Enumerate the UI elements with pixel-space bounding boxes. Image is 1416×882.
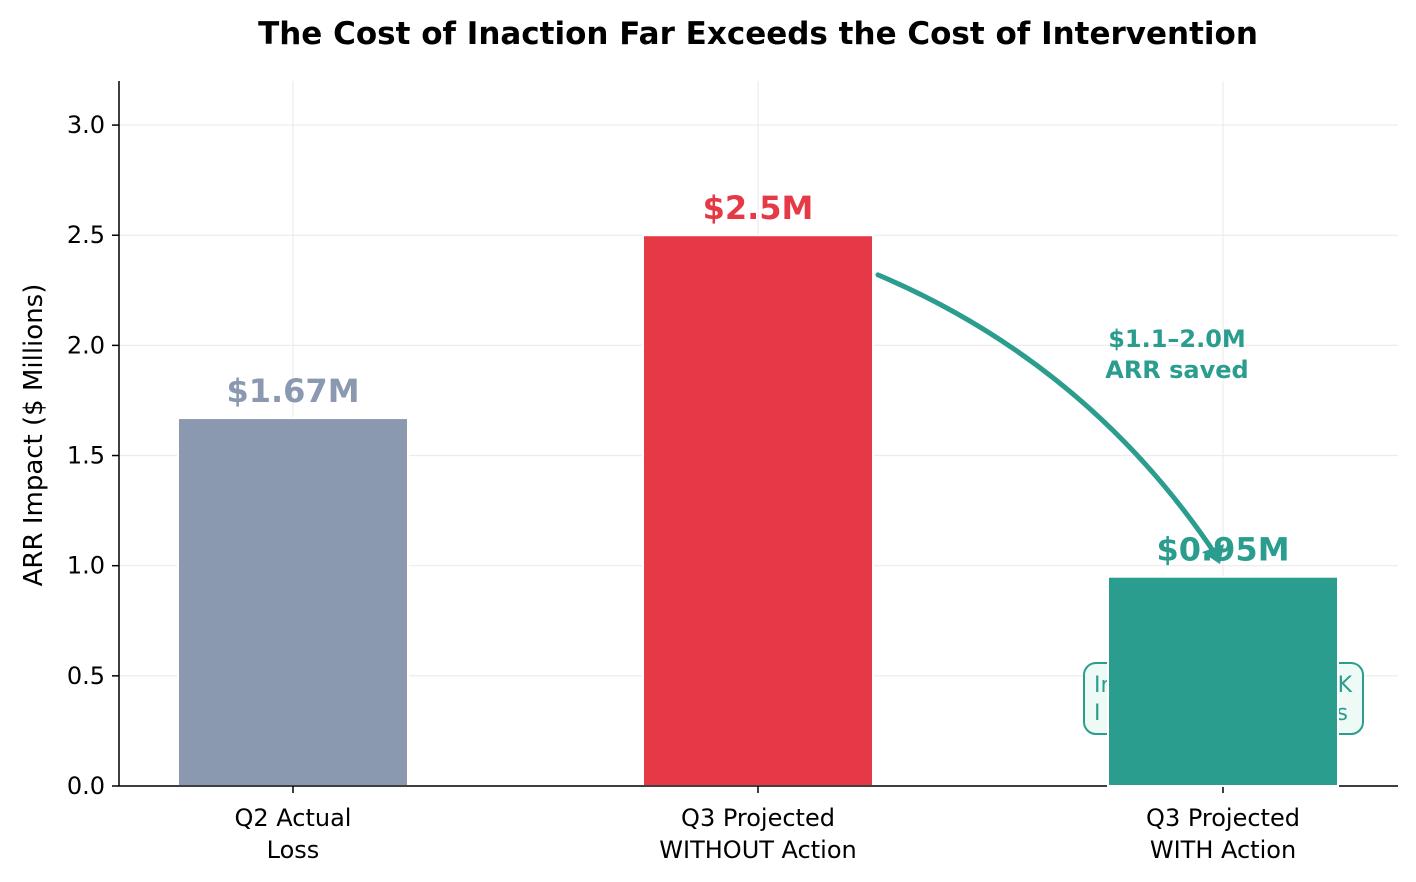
axes: 0.0 0.5 1.0 1.5 2.0 2.5 3.0 Q2 Actual Loss Q3 Pro… bbox=[67, 81, 1398, 864]
bar bbox=[177, 417, 409, 787]
value-label: $0.95M bbox=[1156, 531, 1289, 569]
x-tick-label: Q3 Projected bbox=[681, 804, 835, 832]
y-tick-label: 1.0 bbox=[67, 552, 105, 580]
arrow-path bbox=[875, 272, 1221, 561]
overlay-box: In KI s bbox=[1083, 575, 1364, 787]
y-tick-label: 3.0 bbox=[67, 111, 105, 139]
x-tick-label: Q2 Actual bbox=[235, 804, 352, 832]
value-label: $2.5M bbox=[703, 189, 814, 227]
x-tick-label: WITH Action bbox=[1150, 836, 1296, 864]
annotation-text: ARR saved bbox=[1105, 356, 1248, 384]
bar bbox=[1107, 575, 1339, 787]
arrow-head bbox=[1202, 544, 1224, 565]
y-tick-label: 0.5 bbox=[67, 662, 105, 690]
y-tick-label: 2.0 bbox=[67, 331, 105, 359]
y-tick-label: 1.5 bbox=[67, 442, 105, 470]
y-tick-label: 2.5 bbox=[67, 221, 105, 249]
y-axis-label: ARR Impact ($ Millions) bbox=[19, 284, 49, 587]
value-label: $1.67M bbox=[226, 372, 359, 410]
chart-title: The Cost of Inaction Far Exceeds the Cos… bbox=[258, 16, 1258, 52]
info-box-text: s bbox=[1337, 701, 1348, 726]
annotations: $1.1–2.0M ARR saved bbox=[875, 272, 1249, 565]
info-box-text: K bbox=[1338, 673, 1353, 698]
bar bbox=[642, 234, 874, 787]
annotation-text: $1.1–2.0M bbox=[1108, 325, 1246, 353]
value-labels: $1.67M $2.5M $0.95M bbox=[226, 189, 1289, 568]
info-box-text: I bbox=[1094, 701, 1101, 726]
x-tick-label: Q3 Projected bbox=[1146, 804, 1300, 832]
x-tick-label: Loss bbox=[267, 836, 320, 864]
x-tick-label: WITHOUT Action bbox=[659, 836, 856, 864]
y-tick-label: 0.0 bbox=[67, 772, 105, 800]
